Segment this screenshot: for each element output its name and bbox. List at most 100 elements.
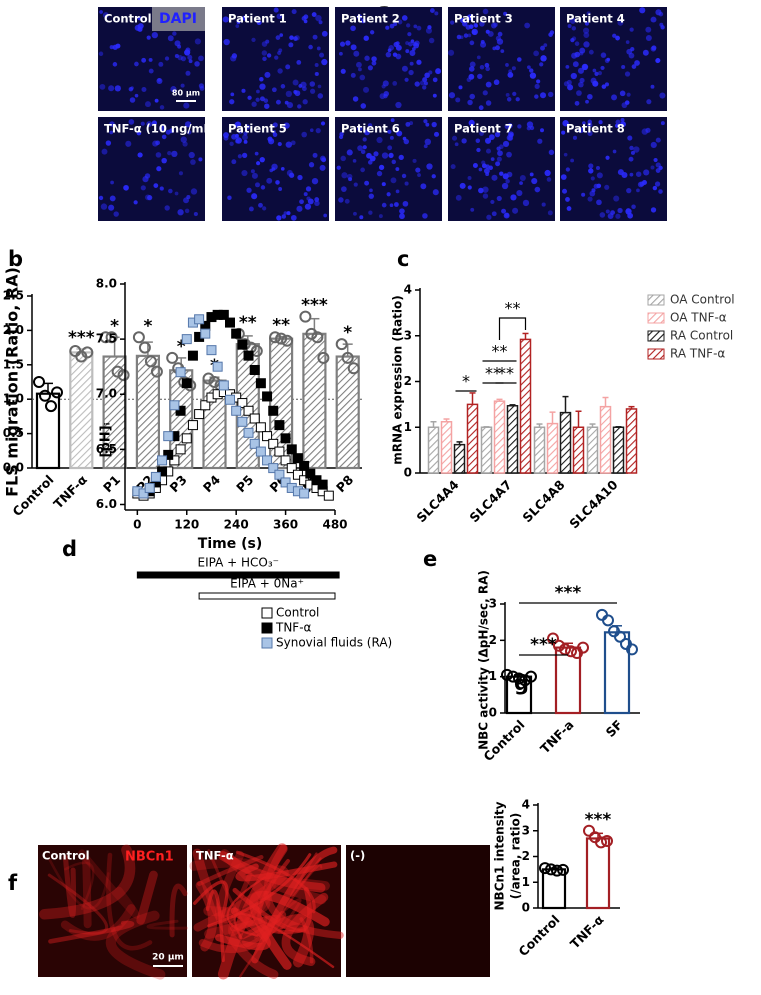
nucleus — [341, 172, 348, 179]
nucleus — [409, 50, 416, 57]
nucleus — [416, 59, 422, 65]
nucleus — [465, 24, 471, 30]
image-label: TNF-α (10 ng/mL) — [104, 122, 216, 136]
nucleus — [399, 213, 405, 220]
data-point — [274, 446, 285, 457]
data-point — [51, 386, 63, 399]
data-point — [181, 378, 192, 389]
y-axis-label: NBCn1 intensity — [493, 801, 507, 910]
nucleus — [314, 200, 320, 207]
nucleus — [631, 64, 637, 69]
data-point — [268, 438, 279, 449]
x-tick-label: 360 — [273, 518, 298, 532]
nucleus — [402, 136, 407, 141]
nucleus — [264, 71, 271, 78]
nucleus — [639, 7, 646, 14]
nucleus — [423, 144, 428, 149]
nucleus — [529, 68, 534, 73]
nucleus — [659, 92, 666, 99]
nucleus — [241, 169, 248, 177]
data-point — [132, 331, 145, 344]
nucleus — [493, 22, 498, 27]
nucleus — [540, 128, 544, 133]
bar — [427, 426, 440, 474]
protocol-label: EIPA + HCO₃⁻ — [197, 556, 278, 570]
fiber — [39, 844, 136, 920]
nucleus — [548, 32, 553, 37]
nucleus — [344, 198, 350, 204]
nucleus — [563, 152, 568, 157]
nucleus — [311, 12, 317, 18]
nucleus — [467, 176, 472, 180]
y-tick-label: 4 — [522, 798, 530, 812]
data-point — [323, 490, 334, 501]
nucleus — [222, 16, 229, 23]
nucleus — [485, 81, 492, 88]
bar — [546, 422, 559, 474]
data-point — [206, 345, 217, 356]
nucleus — [314, 63, 319, 68]
nucleus — [316, 46, 321, 51]
nucleus — [386, 192, 391, 197]
fiber — [233, 912, 335, 969]
nucleus — [620, 121, 626, 128]
nucleus — [424, 138, 432, 146]
nucleus — [594, 71, 599, 76]
data-point — [81, 346, 94, 359]
nucleus — [360, 167, 365, 173]
nucleus — [320, 155, 326, 162]
nucleus — [392, 81, 398, 86]
nucleus — [398, 154, 404, 161]
data-point — [218, 380, 229, 391]
nucleus — [371, 60, 377, 66]
nucleus — [256, 20, 262, 26]
nucleus — [422, 85, 427, 90]
nucleus — [497, 150, 503, 157]
nucleus — [467, 33, 472, 38]
data-point — [507, 670, 519, 683]
nucleus — [422, 213, 428, 219]
fiber — [192, 880, 229, 919]
nucleus — [151, 120, 158, 126]
nucleus — [451, 135, 458, 141]
micrograph — [346, 845, 490, 977]
y-tick-label: 1.5 — [3, 357, 24, 371]
nucleus — [230, 55, 237, 62]
nucleus — [299, 199, 304, 205]
nucleus — [279, 33, 284, 37]
nucleus — [621, 102, 628, 109]
legend-swatch — [647, 294, 665, 306]
fiber — [169, 883, 188, 938]
nucleus — [428, 37, 435, 44]
nucleus — [621, 64, 626, 70]
bar — [533, 426, 546, 474]
data-point — [150, 365, 163, 378]
nucleus — [223, 132, 229, 138]
nucleus — [352, 159, 357, 163]
data-point — [144, 482, 155, 493]
nucleus — [259, 77, 264, 82]
data-point — [280, 477, 291, 488]
stain-box — [152, 7, 205, 31]
nucleus — [234, 133, 239, 138]
data-point — [237, 398, 248, 409]
y-tick-label: 0.0 — [3, 461, 24, 475]
nucleus — [266, 53, 272, 58]
nucleus — [455, 97, 461, 103]
nucleus — [534, 186, 541, 193]
data-point — [169, 455, 180, 466]
nucleus — [506, 151, 512, 158]
nucleus — [258, 202, 263, 208]
data-point — [187, 420, 198, 431]
panel-letter: g — [514, 671, 529, 695]
data-point — [231, 328, 242, 339]
significance-label: ** — [498, 364, 514, 383]
nucleus — [435, 68, 442, 75]
nucleus — [517, 57, 522, 62]
nucleus — [241, 88, 246, 93]
data-point — [45, 400, 57, 413]
nucleus — [423, 119, 428, 124]
legend-label: TNF-α — [275, 621, 312, 635]
nucleus — [495, 35, 502, 41]
